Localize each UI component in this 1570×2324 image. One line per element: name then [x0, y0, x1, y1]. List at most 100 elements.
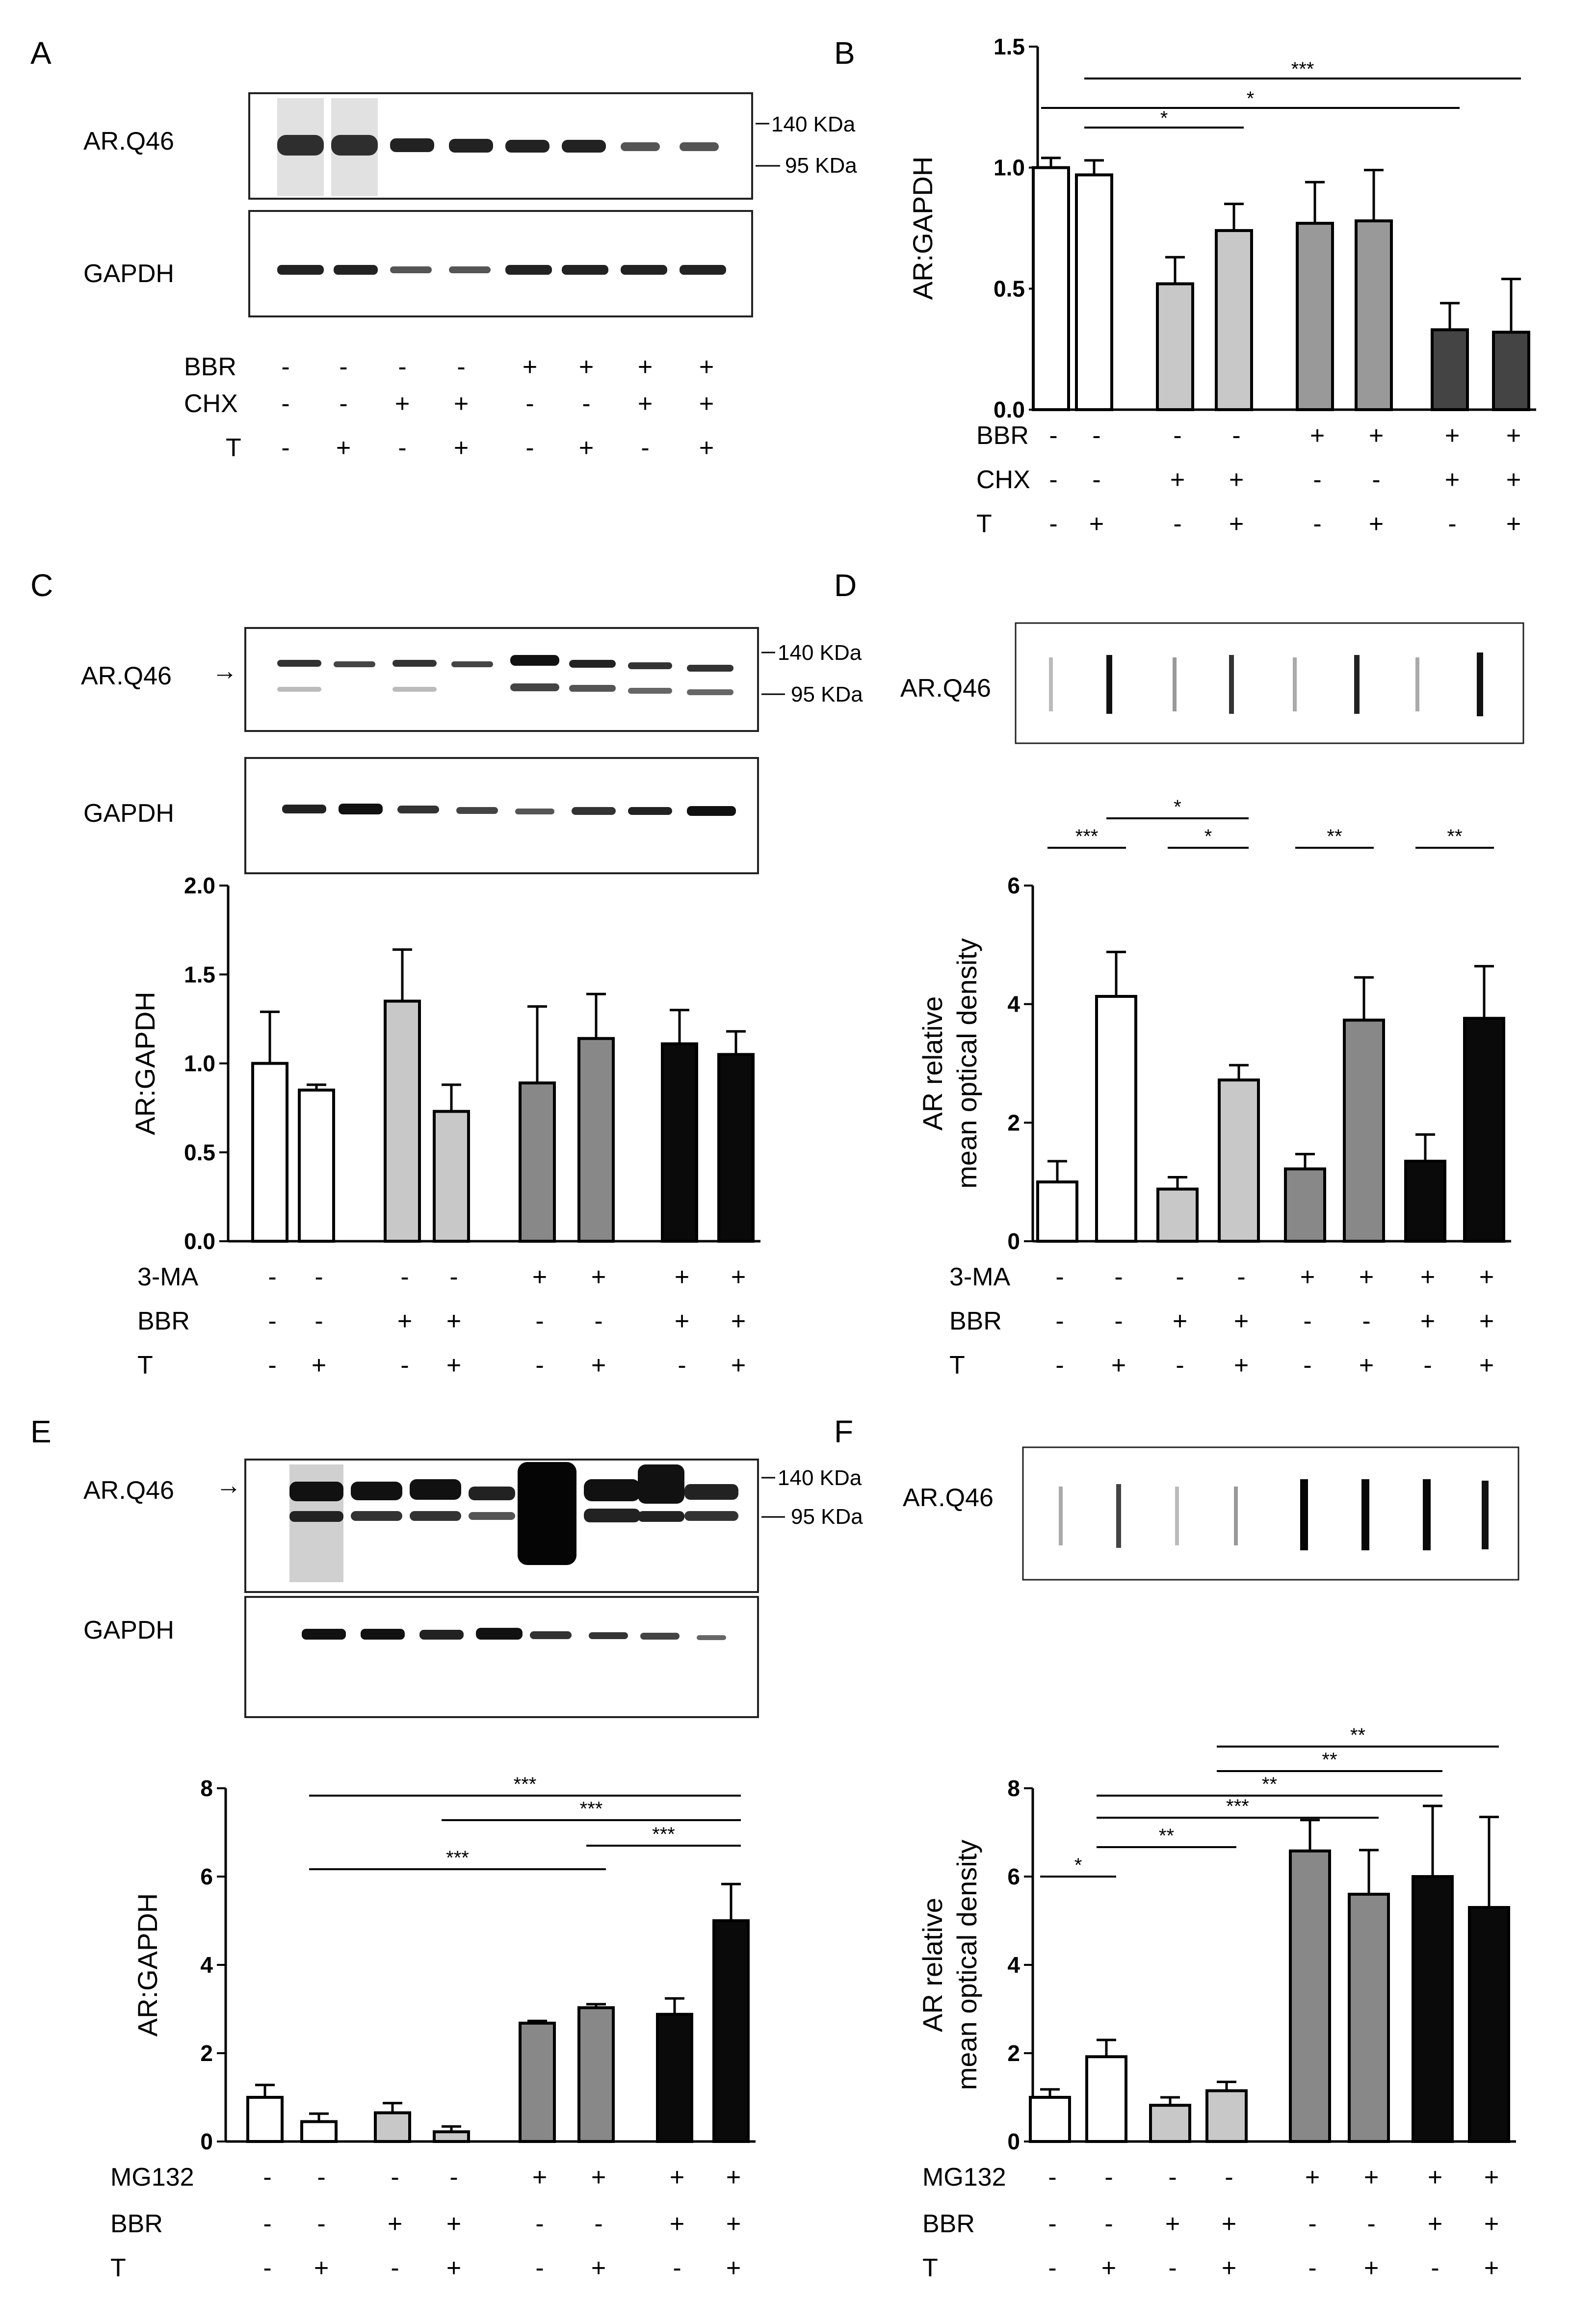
- treatment-sign: -: [449, 1263, 458, 1291]
- bar: [1032, 166, 1070, 411]
- band: [584, 1509, 640, 1522]
- slotblot-f-slots: [1059, 1479, 1489, 1550]
- significance-label: ***: [580, 1798, 603, 1820]
- y-tick-label: 0: [1007, 1228, 1020, 1254]
- treatment-sign: +: [532, 1263, 547, 1291]
- treatment-sign: -: [281, 353, 289, 381]
- slotblot-d-slots: [1049, 653, 1483, 716]
- treatment-sign: +: [1359, 1263, 1374, 1291]
- band: [361, 1629, 405, 1640]
- blot-c-ar-bands: [277, 655, 733, 695]
- band: [589, 1632, 628, 1639]
- treatment-sign: +: [454, 434, 469, 462]
- bar: [1284, 1167, 1326, 1243]
- slot: [1175, 1487, 1179, 1545]
- treatment-sign: -: [317, 2210, 325, 2238]
- chart-f: 0 2 4 6 8 AR relative mean optical density MG13…: [917, 1724, 1516, 2282]
- y-axis-label: AR:GAPDH: [130, 992, 160, 1135]
- treatment-sign: -: [582, 390, 590, 418]
- bar: [1412, 1875, 1454, 2143]
- band: [351, 1511, 402, 1521]
- slot: [1354, 655, 1360, 714]
- treatment-sign: -: [1104, 2163, 1113, 2192]
- treatment-sign: -: [263, 2210, 271, 2238]
- blot-c-marker-140: 140 KDa: [778, 641, 862, 665]
- treatment-sign: -: [400, 1263, 409, 1291]
- treatment-sign: -: [1048, 2163, 1056, 2192]
- treatment-sign: -: [1173, 421, 1181, 450]
- bar: [1205, 2089, 1248, 2143]
- bar: [1029, 2096, 1071, 2143]
- treatment-sign: -: [1048, 2254, 1056, 2282]
- treatment-sign: +: [1506, 510, 1521, 538]
- bar: [1431, 328, 1469, 412]
- y-tick-label: 2: [1007, 2040, 1020, 2066]
- slot: [1106, 655, 1112, 714]
- significance-label: **: [1262, 1774, 1277, 1795]
- band: [392, 687, 437, 692]
- treatment-sign: -: [398, 434, 406, 462]
- y-tick-label: 1.0: [994, 155, 1025, 181]
- treatment-sign: +: [638, 353, 653, 381]
- treatment-sign: +: [312, 1351, 326, 1380]
- row-label: BBR: [184, 353, 236, 381]
- band: [277, 660, 321, 667]
- blot-a-marker-140: 140 KDa: [771, 112, 856, 136]
- treatment-sign: -: [678, 1351, 686, 1380]
- row-label: BBR: [976, 421, 1029, 450]
- treatment-sign: +: [1229, 510, 1244, 538]
- significance-label: ***: [1075, 826, 1099, 847]
- band: [697, 1635, 726, 1640]
- band: [334, 265, 378, 275]
- treatment-sign: +: [675, 1307, 689, 1335]
- significance-label: *: [1247, 88, 1255, 109]
- treatment-sign: +: [1300, 1263, 1315, 1291]
- treatment-sign: +: [314, 2254, 329, 2282]
- bar: [1095, 994, 1137, 1243]
- band: [687, 665, 733, 672]
- treatment-sign: +: [591, 2254, 606, 2282]
- treatment-sign: -: [398, 353, 406, 381]
- treatment-sign: +: [591, 1263, 606, 1291]
- treatment-sign: -: [281, 390, 289, 418]
- treatment-sign: +: [579, 434, 594, 462]
- bar: [1343, 1018, 1385, 1243]
- blot-e-gapdh-frame: [244, 1596, 759, 1718]
- slot: [1059, 1487, 1063, 1545]
- y-tick-label: 6: [1007, 873, 1020, 898]
- y-tick-label: 0: [1007, 2129, 1020, 2154]
- band: [569, 660, 616, 668]
- bar: [577, 2006, 615, 2143]
- band: [456, 807, 498, 814]
- bar: [1348, 1893, 1390, 2143]
- row-label: T: [976, 510, 992, 538]
- y-tick-label: 4: [200, 1952, 213, 1978]
- band: [476, 1628, 523, 1640]
- band: [410, 1479, 461, 1500]
- treatment-sign: +: [699, 353, 714, 381]
- treatment-sign: +: [1445, 466, 1460, 494]
- band: [530, 1631, 572, 1639]
- band: [569, 685, 616, 692]
- treatment-sign: +: [1369, 421, 1384, 450]
- bar: [1289, 1849, 1331, 2143]
- y-tick-label: 4: [1007, 992, 1020, 1017]
- treatment-sign: +: [1234, 1307, 1249, 1335]
- treatment-sign: -: [1448, 510, 1456, 538]
- treatment-sign: +: [1484, 2254, 1499, 2282]
- slotblot-f: AR.Q46: [903, 1446, 1519, 1581]
- blot-c-arrow-icon: →: [212, 657, 237, 685]
- band: [351, 1482, 402, 1500]
- blot-e-marker-95: 95 KDa: [791, 1505, 863, 1529]
- y-tick-label: 2: [1007, 1110, 1020, 1135]
- band: [277, 265, 324, 275]
- band: [277, 687, 321, 692]
- treatment-sign: +: [1089, 510, 1104, 538]
- slot: [1293, 657, 1297, 711]
- treatment-sign: +: [591, 1351, 606, 1380]
- band: [584, 1479, 640, 1501]
- band: [510, 683, 559, 691]
- treatment-sign: +: [1420, 1307, 1435, 1335]
- treatment-sign: -: [535, 2254, 544, 2282]
